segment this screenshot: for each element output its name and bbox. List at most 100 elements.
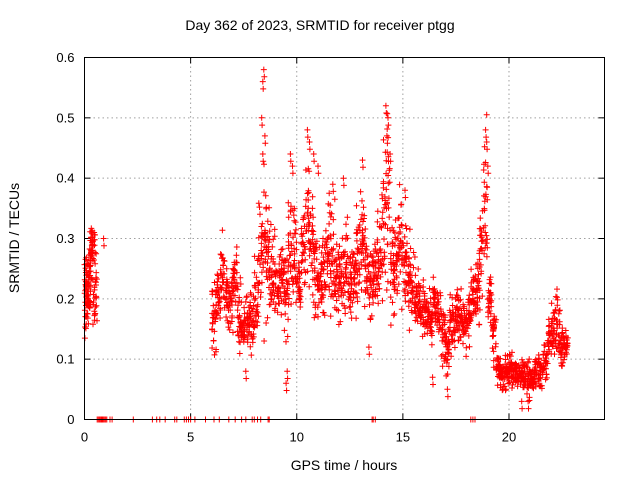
data-point <box>379 209 386 216</box>
data-point <box>261 73 268 80</box>
data-point <box>397 240 403 247</box>
data-point <box>459 318 466 325</box>
data-point <box>341 302 348 309</box>
data-point <box>428 327 435 334</box>
data-point <box>287 158 294 165</box>
data-point <box>281 285 288 292</box>
data-point <box>415 266 422 272</box>
data-point <box>484 146 491 153</box>
data-point <box>86 257 92 264</box>
data-point <box>339 235 346 242</box>
data-point <box>480 237 486 244</box>
x-tick-label: 20 <box>502 430 516 445</box>
data-point <box>368 312 375 319</box>
data-point <box>553 321 560 328</box>
data-point <box>433 309 440 316</box>
data-point <box>482 126 489 133</box>
data-point <box>243 326 250 333</box>
data-point <box>361 303 368 310</box>
data-point <box>231 276 238 283</box>
data-point <box>217 251 224 258</box>
data-point <box>330 188 337 195</box>
data-point <box>93 282 99 288</box>
data-point <box>383 287 390 293</box>
data-point <box>92 249 99 256</box>
data-point <box>306 139 313 145</box>
data-point <box>233 244 240 250</box>
data-point <box>321 259 328 266</box>
data-point <box>325 250 331 257</box>
data-point <box>397 268 404 275</box>
data-point <box>334 269 341 276</box>
data-point <box>402 222 409 229</box>
data-point <box>498 375 504 381</box>
data-point <box>387 158 394 165</box>
data-point <box>319 242 326 249</box>
data-point <box>233 259 240 266</box>
data-point <box>278 297 285 304</box>
data-point <box>223 279 230 286</box>
data-point <box>398 306 405 313</box>
data-point <box>449 302 456 309</box>
data-point <box>476 306 483 313</box>
data-point <box>253 312 260 319</box>
data-point <box>377 246 384 252</box>
points-layer <box>81 66 571 423</box>
data-point <box>272 301 279 308</box>
data-point <box>259 151 266 157</box>
data-point <box>345 255 352 262</box>
data-point <box>330 245 337 252</box>
data-point <box>359 227 366 234</box>
data-point <box>548 318 555 325</box>
data-point <box>408 278 415 285</box>
data-point <box>292 219 299 226</box>
data-point <box>441 312 448 319</box>
data-point <box>229 288 236 295</box>
data-point <box>377 223 384 230</box>
data-point <box>227 320 234 327</box>
data-point <box>481 198 488 205</box>
data-point <box>465 312 472 318</box>
data-point <box>232 299 239 305</box>
data-point <box>425 304 432 310</box>
data-point <box>258 269 265 276</box>
data-point <box>282 257 289 264</box>
data-point <box>306 219 313 226</box>
data-point <box>291 265 298 272</box>
data-point <box>366 294 373 301</box>
data-point <box>215 275 222 282</box>
data-point <box>307 211 314 217</box>
data-point <box>485 313 492 320</box>
data-point <box>322 227 329 234</box>
data-point <box>562 345 569 352</box>
data-point <box>465 332 472 339</box>
data-point <box>296 275 303 282</box>
y-tick-label: 0 <box>67 412 74 427</box>
data-point <box>353 202 360 209</box>
data-point <box>313 238 320 245</box>
data-point <box>410 249 417 256</box>
data-point <box>356 271 363 278</box>
data-point <box>318 299 325 305</box>
data-point <box>342 270 349 277</box>
data-point <box>243 375 250 382</box>
data-point <box>455 297 462 304</box>
data-point <box>262 192 269 199</box>
data-point <box>561 335 568 342</box>
data-point <box>413 301 420 308</box>
data-point <box>304 126 311 133</box>
data-point <box>381 236 387 243</box>
data-point <box>296 292 303 299</box>
data-point <box>359 157 366 164</box>
data-point <box>421 331 428 337</box>
data-point <box>271 233 278 240</box>
chart-title: Day 362 of 2023, SRMTID for receiver ptg… <box>185 17 455 33</box>
x-axis-label: GPS time / hours <box>290 457 398 473</box>
data-point <box>327 313 334 320</box>
data-point <box>304 134 311 141</box>
data-point <box>474 299 481 305</box>
data-point <box>360 204 367 211</box>
data-point <box>383 205 390 212</box>
data-point <box>404 290 411 297</box>
data-point <box>213 309 220 316</box>
